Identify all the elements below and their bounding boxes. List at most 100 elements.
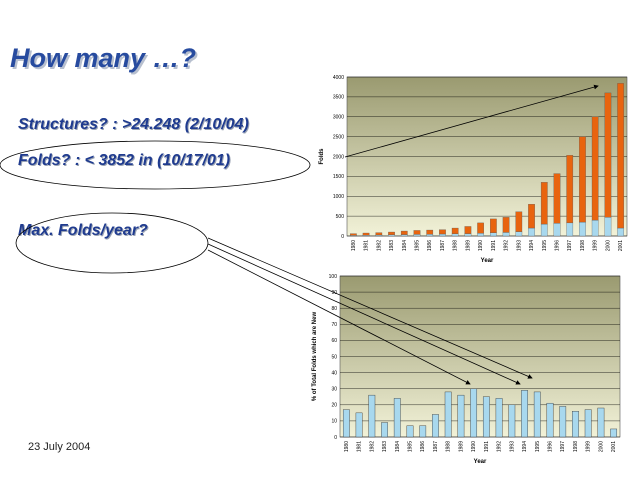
- folds-chart-xtick-label: 1993: [516, 240, 522, 251]
- newfolds-chart-xtick-label: 1983: [382, 441, 388, 452]
- folds-chart-bar-seg: [579, 136, 586, 223]
- folds-chart-ytick-label: 2500: [333, 134, 344, 140]
- folds-chart-xtick-label: 2000: [605, 240, 611, 251]
- newfolds-chart-bar: [342, 409, 350, 438]
- newfolds-chart-xtick-label: 1993: [509, 441, 515, 452]
- newfolds-chart-xtick-label: 1990: [471, 441, 477, 452]
- newfolds-chart-bar: [406, 425, 414, 438]
- folds-chart-ytick-label: 3000: [333, 115, 344, 121]
- newfolds-chart-xtick-label: 1985: [408, 441, 414, 452]
- newfolds-chart-bar: [419, 425, 427, 438]
- folds-chart-bar-seg: [400, 230, 408, 235]
- folds-chart-ytick-label: 1500: [333, 174, 344, 180]
- folds-chart-bar-seg: [591, 116, 599, 221]
- folds-chart-xtick-label: 1988: [453, 240, 459, 251]
- newfolds-chart-xtick-label: 1999: [586, 441, 592, 452]
- arrow-max-3: [207, 249, 471, 385]
- folds-chart-ytick-label: 3500: [333, 95, 344, 101]
- folds-chart-bar-seg: [591, 219, 599, 237]
- folds-chart-xtick-label: 1997: [567, 240, 573, 251]
- folds-chart-bar-seg: [451, 227, 459, 234]
- newfolds-chart-bar: [393, 398, 401, 438]
- folds-per-year-chart: 0 500 1000 1500 2000 2500 3000 3500 4000 1980 1981…: [319, 75, 628, 264]
- folds-chart-bar-seg: [502, 217, 510, 233]
- newfolds-chart-xtick-label: 1995: [535, 441, 541, 452]
- folds-chart-xtick-label: 1991: [491, 240, 497, 251]
- newfolds-chart-xtick-label: 1986: [420, 441, 426, 452]
- newfolds-chart-xtick-label: 1994: [522, 441, 528, 452]
- folds-chart-xtick-label: 1980: [351, 240, 357, 251]
- newfolds-chart-xtick-label: 1981: [357, 441, 363, 452]
- newfolds-chart-bar: [559, 406, 567, 438]
- newfolds-chart-bar: [521, 390, 528, 438]
- folds-chart-xtick-label: 1990: [478, 240, 484, 251]
- ellipse-max-folds-question: [15, 212, 209, 274]
- newfolds-chart-ytick-label: 60: [331, 338, 337, 344]
- folds-chart-xtick-label: 1987: [440, 240, 446, 251]
- arrow-max-1: [207, 237, 533, 379]
- newfolds-chart-bar: [495, 398, 503, 438]
- folds-chart-ytick-label: 0: [341, 234, 344, 240]
- folds-chart-xtick-label: 1983: [389, 240, 395, 251]
- folds-chart-bar-seg: [604, 92, 612, 218]
- folds-chart-ytick-label: 1000: [333, 194, 344, 200]
- folds-chart-bar-seg: [515, 231, 523, 237]
- newfolds-chart-bar: [457, 394, 465, 438]
- folds-chart-bar-seg: [553, 223, 561, 237]
- folds-chart-bar-seg: [362, 232, 370, 236]
- newfolds-chart-xtick-label: 2001: [611, 441, 617, 452]
- arrow-max-2: [207, 243, 521, 385]
- folds-chart-bar-seg: [388, 234, 395, 237]
- new-folds-percent-chart: 0102030405060708090100198019811982198319…: [312, 274, 621, 465]
- folds-chart-bar-seg: [617, 83, 624, 229]
- folds-chart-bar-seg: [617, 227, 624, 237]
- folds-chart-bar-seg: [400, 234, 408, 237]
- newfolds-chart-xtick-label: 1988: [446, 441, 452, 452]
- folds-chart-bar-seg: [426, 229, 434, 235]
- folds-chart-xtick-label: 1999: [593, 240, 599, 251]
- ellipse-folds-question: [0, 140, 311, 190]
- newfolds-chart-bar: [508, 404, 516, 438]
- folds-chart-bar-seg: [604, 217, 612, 237]
- newfolds-chart-ytick-label: 30: [331, 387, 337, 393]
- question-folds: Folds? : < 3852 in (10/17/01): [18, 152, 231, 169]
- newfolds-chart-bar: [470, 388, 478, 438]
- folds-chart-bar-seg: [528, 227, 535, 237]
- folds-chart-bar-seg: [566, 155, 574, 224]
- newfolds-chart-bar: [533, 391, 541, 438]
- folds-chart-bar-seg: [540, 182, 548, 225]
- newfolds-chart-xlabel: Year: [474, 459, 487, 465]
- newfolds-chart-ylabel: % of Total Folds which are New: [312, 312, 318, 402]
- newfolds-chart-xtick-label: 1991: [484, 441, 490, 452]
- newfolds-chart-xtick-label: 1998: [573, 441, 579, 452]
- folds-chart-xtick-label: 1998: [580, 240, 586, 251]
- folds-chart-bar-seg: [413, 230, 421, 235]
- folds-chart-bar-seg: [540, 223, 548, 237]
- newfolds-chart-bar: [432, 414, 439, 438]
- newfolds-chart-bar: [355, 412, 363, 438]
- newfolds-chart-bar: [368, 394, 376, 438]
- newfolds-chart-xtick-label: 1982: [369, 441, 375, 452]
- newfolds-chart-xtick-label: 2000: [598, 441, 604, 452]
- folds-chart-xtick-label: 1985: [415, 240, 421, 251]
- folds-chart-xtick-label: 1986: [427, 240, 433, 251]
- newfolds-chart-bar: [381, 422, 388, 438]
- folds-chart-bar-seg: [566, 222, 574, 237]
- newfolds-chart-bar: [584, 409, 592, 438]
- newfolds-chart-xtick-label: 1989: [458, 441, 464, 452]
- slide-date: 23 July 2004: [28, 441, 91, 453]
- folds-chart-xtick-label: 1994: [529, 240, 535, 251]
- folds-chart-xtick-label: 1981: [364, 240, 370, 251]
- arrow-folds-trend: [344, 84, 599, 158]
- folds-chart-bar-seg: [477, 233, 484, 237]
- newfolds-chart-bar: [572, 411, 579, 438]
- newfolds-chart-bar: [482, 396, 490, 438]
- folds-chart-bar-seg: [477, 222, 484, 234]
- folds-chart-xtick-label: 2001: [618, 240, 624, 251]
- folds-chart-bar-seg: [528, 204, 535, 229]
- folds-chart-bar-seg: [515, 211, 523, 232]
- folds-chart-xtick-label: 1989: [465, 240, 471, 251]
- folds-chart-ylabel: Folds: [319, 148, 325, 165]
- folds-chart-bar-seg: [388, 231, 395, 235]
